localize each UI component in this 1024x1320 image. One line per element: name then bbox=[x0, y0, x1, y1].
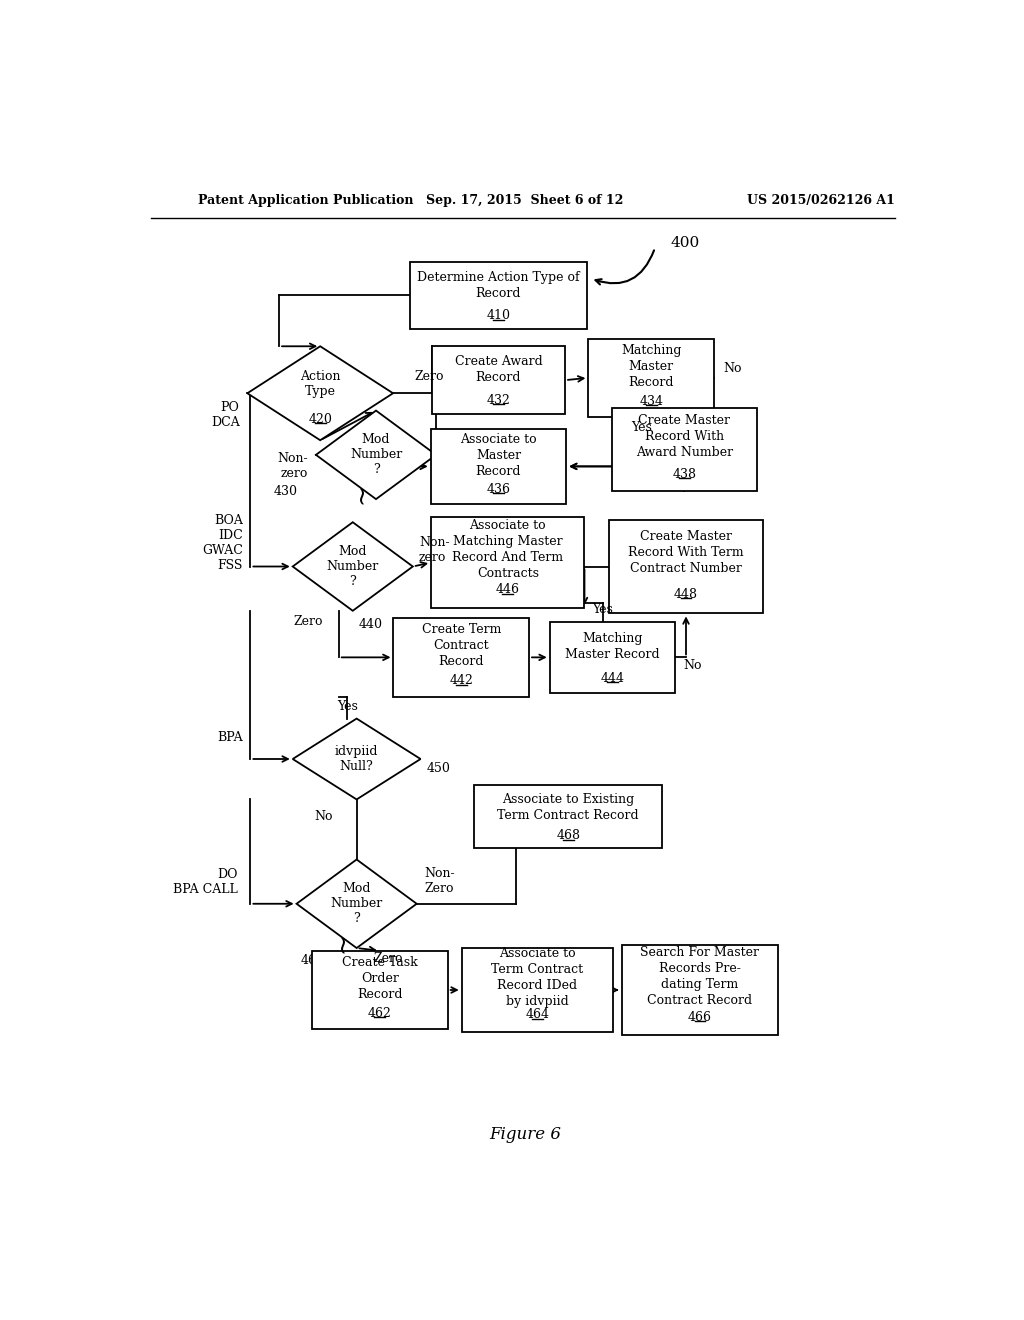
FancyBboxPatch shape bbox=[431, 517, 585, 609]
Text: idvpiid
Null?: idvpiid Null? bbox=[335, 744, 379, 774]
Text: Zero: Zero bbox=[294, 615, 324, 628]
Text: Zero: Zero bbox=[415, 370, 444, 383]
FancyBboxPatch shape bbox=[611, 408, 758, 491]
Text: 468: 468 bbox=[556, 829, 581, 842]
Text: 446: 446 bbox=[496, 583, 520, 597]
FancyBboxPatch shape bbox=[609, 520, 763, 614]
Text: Matching
Master Record: Matching Master Record bbox=[565, 632, 659, 661]
Text: 420: 420 bbox=[308, 413, 332, 425]
Text: 466: 466 bbox=[688, 1011, 712, 1024]
Text: Yes: Yes bbox=[632, 421, 652, 434]
Text: Patent Application Publication: Patent Application Publication bbox=[198, 194, 414, 207]
Polygon shape bbox=[293, 523, 413, 611]
Text: Yes: Yes bbox=[337, 700, 357, 713]
FancyBboxPatch shape bbox=[622, 945, 778, 1035]
Text: No: No bbox=[723, 362, 741, 375]
FancyBboxPatch shape bbox=[462, 949, 612, 1032]
Text: Associate to Existing
Term Contract Record: Associate to Existing Term Contract Reco… bbox=[498, 793, 639, 822]
Text: BOA
IDC
GWAC
FSS: BOA IDC GWAC FSS bbox=[202, 515, 243, 573]
Text: 460: 460 bbox=[301, 954, 325, 966]
Text: ~: ~ bbox=[350, 483, 374, 504]
Text: 450: 450 bbox=[427, 762, 451, 775]
Text: 436: 436 bbox=[486, 483, 510, 495]
Text: Sep. 17, 2015  Sheet 6 of 12: Sep. 17, 2015 Sheet 6 of 12 bbox=[426, 194, 624, 207]
FancyBboxPatch shape bbox=[312, 950, 447, 1030]
FancyBboxPatch shape bbox=[410, 261, 587, 330]
Text: 410: 410 bbox=[486, 309, 510, 322]
Text: 448: 448 bbox=[674, 589, 698, 601]
Text: Yes: Yes bbox=[593, 603, 613, 616]
FancyBboxPatch shape bbox=[550, 622, 675, 693]
Text: Create Master
Record With
Award Number: Create Master Record With Award Number bbox=[636, 414, 733, 459]
Text: Non-
zero: Non- zero bbox=[419, 536, 450, 564]
Text: Mod
Number
?: Mod Number ? bbox=[350, 433, 402, 477]
Text: Search For Master
Records Pre-
dating Term
Contract Record: Search For Master Records Pre- dating Te… bbox=[640, 946, 760, 1007]
FancyBboxPatch shape bbox=[589, 339, 714, 417]
Text: 462: 462 bbox=[368, 1007, 392, 1020]
FancyBboxPatch shape bbox=[393, 618, 529, 697]
Polygon shape bbox=[248, 346, 393, 441]
Text: Create Master
Record With Term
Contract Number: Create Master Record With Term Contract … bbox=[628, 529, 743, 576]
Text: 438: 438 bbox=[673, 467, 696, 480]
Polygon shape bbox=[297, 859, 417, 948]
Text: Matching
Master
Record: Matching Master Record bbox=[621, 343, 681, 388]
Text: 430: 430 bbox=[273, 486, 297, 499]
Text: Determine Action Type of
Record: Determine Action Type of Record bbox=[417, 271, 580, 300]
Text: Associate to
Matching Master
Record And Term
Contracts: Associate to Matching Master Record And … bbox=[453, 519, 563, 579]
Text: 434: 434 bbox=[639, 395, 664, 408]
Text: 444: 444 bbox=[600, 672, 625, 685]
Text: DO
BPA CALL: DO BPA CALL bbox=[173, 869, 238, 896]
Text: No: No bbox=[314, 810, 334, 822]
FancyBboxPatch shape bbox=[474, 785, 662, 849]
Text: Zero: Zero bbox=[442, 429, 472, 442]
Text: Zero: Zero bbox=[374, 952, 403, 965]
FancyBboxPatch shape bbox=[431, 429, 566, 504]
Text: Associate to
Term Contract
Record IDed
by idvpiid: Associate to Term Contract Record IDed b… bbox=[492, 946, 584, 1008]
Text: Action
Type: Action Type bbox=[300, 370, 340, 397]
Text: Create Task
Order
Record: Create Task Order Record bbox=[342, 956, 418, 1001]
Text: Non-
zero: Non- zero bbox=[278, 453, 308, 480]
Text: 440: 440 bbox=[359, 618, 383, 631]
Text: ~: ~ bbox=[331, 932, 354, 953]
Text: Non-
Zero: Non- Zero bbox=[424, 867, 455, 895]
Text: US 2015/0262126 A1: US 2015/0262126 A1 bbox=[748, 194, 895, 207]
Text: Associate to
Master
Record: Associate to Master Record bbox=[460, 433, 537, 478]
Text: No: No bbox=[683, 659, 701, 672]
Text: Mod
Number
?: Mod Number ? bbox=[327, 545, 379, 587]
Text: 464: 464 bbox=[525, 1008, 549, 1022]
Text: Mod
Number
?: Mod Number ? bbox=[331, 882, 383, 925]
Text: BPA: BPA bbox=[217, 731, 243, 744]
Text: 400: 400 bbox=[671, 236, 699, 249]
Polygon shape bbox=[293, 718, 421, 800]
Text: Create Term
Contract
Record: Create Term Contract Record bbox=[422, 623, 501, 668]
FancyBboxPatch shape bbox=[432, 346, 565, 414]
Polygon shape bbox=[316, 411, 436, 499]
Text: 442: 442 bbox=[450, 675, 473, 688]
Text: Create Award
Record: Create Award Record bbox=[455, 355, 543, 384]
Text: Figure 6: Figure 6 bbox=[488, 1126, 561, 1143]
Text: PO
DCA: PO DCA bbox=[211, 401, 240, 429]
Text: 432: 432 bbox=[486, 393, 510, 407]
